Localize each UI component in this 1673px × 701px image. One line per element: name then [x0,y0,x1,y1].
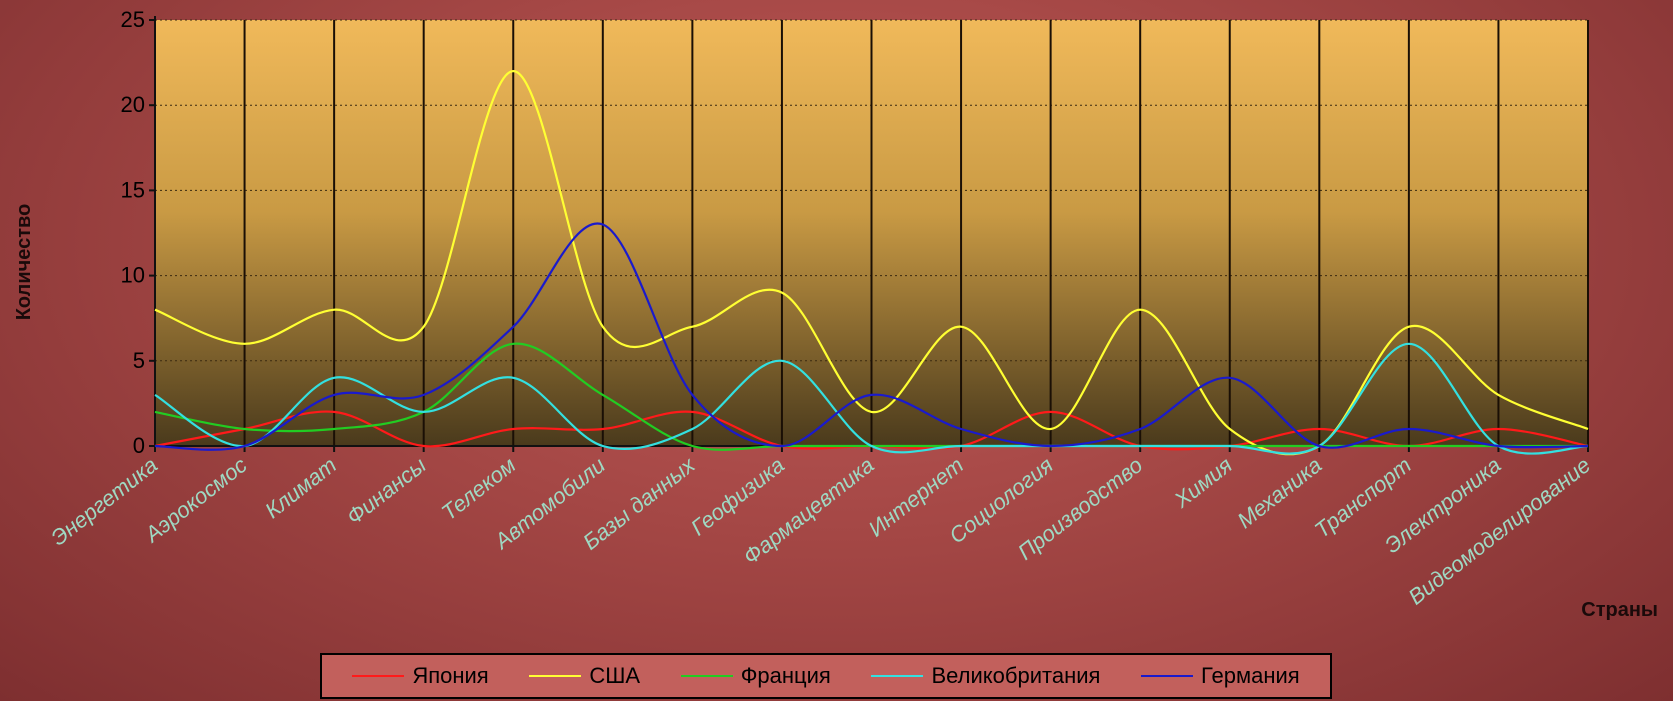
series-uk-line [154,342,1589,455]
series-france-line [154,342,1588,451]
legend: Япония США Франция Великобритания Герман… [320,653,1332,699]
y-tick-label: 0 [133,433,145,458]
y-tick-label: 10 [121,263,145,288]
x-tick-label: Химия [1169,452,1237,513]
legend-item-uk[interactable]: Великобритания [871,663,1100,689]
y-tick-label: 5 [133,348,145,373]
x-tick-label: Финансы [342,452,431,529]
x-axis-title: Страны [1581,599,1658,621]
legend-item-usa[interactable]: США [529,663,640,689]
y-tick-label: 20 [121,92,145,117]
legend-label-uk: Великобритания [931,663,1101,688]
legend-item-germany[interactable]: Германия [1141,663,1300,689]
legend-label-japan: Япония [412,663,489,688]
legend-label-germany: Германия [1201,663,1300,688]
y-tick-label: 25 [121,7,145,32]
legend-swatch-france [680,675,733,677]
x-tick-label: Энергетика [46,452,162,550]
y-tick-label: 15 [121,177,145,202]
y-axis-title: Количество [13,204,35,321]
x-tick-label: Телеком [437,452,521,525]
legend-item-france[interactable]: Франция [680,663,831,689]
legend-swatch-uk [871,675,924,677]
x-tick-label: Климат [260,452,341,523]
legend-swatch-usa [529,675,582,677]
series-germany-line [154,222,1589,451]
legend-swatch-germany [1141,675,1194,677]
legend-label-usa: США [589,663,641,688]
legend-swatch-japan [352,675,405,677]
legend-label-france: Франция [740,663,831,688]
legend-item-japan[interactable]: Япония [352,663,489,689]
